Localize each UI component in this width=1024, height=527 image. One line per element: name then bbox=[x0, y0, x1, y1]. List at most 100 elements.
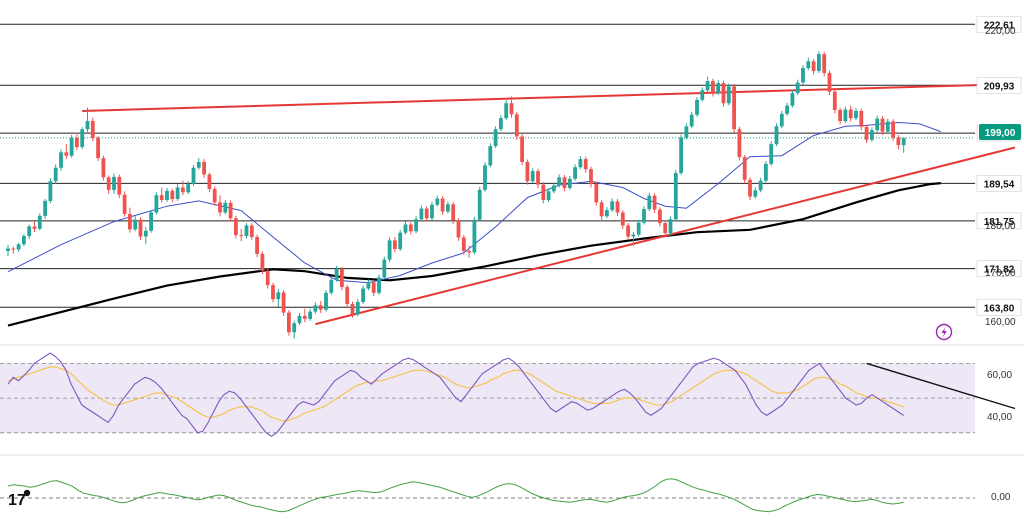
level-label-box bbox=[976, 76, 1022, 94]
candle-body bbox=[562, 177, 567, 188]
candle bbox=[255, 234, 259, 258]
candle-body bbox=[652, 195, 657, 210]
candle-body bbox=[361, 288, 365, 302]
candle bbox=[631, 231, 636, 246]
candle-body bbox=[446, 204, 450, 212]
candle bbox=[350, 301, 355, 318]
level-label-box bbox=[976, 175, 1022, 192]
candle bbox=[117, 174, 122, 199]
candle bbox=[218, 195, 222, 217]
candle-body bbox=[748, 179, 752, 197]
rsi-tick-label: 60,00 bbox=[987, 370, 1012, 381]
candle bbox=[456, 218, 461, 241]
candle bbox=[520, 134, 524, 166]
candle-body bbox=[75, 137, 79, 148]
candle bbox=[599, 199, 604, 220]
candle-body bbox=[779, 113, 784, 127]
candle bbox=[779, 110, 784, 129]
current-price-label: 199,00 bbox=[985, 128, 1016, 139]
candle bbox=[552, 182, 556, 194]
candle-body bbox=[112, 176, 116, 190]
candle-body bbox=[742, 157, 747, 180]
candle-body bbox=[154, 195, 159, 213]
level-label-box bbox=[976, 260, 1022, 277]
candle-body bbox=[302, 315, 307, 319]
level-label: 209,93 bbox=[984, 81, 1015, 92]
candle-body bbox=[48, 181, 53, 201]
candle-body bbox=[170, 190, 175, 200]
candle bbox=[53, 164, 58, 184]
candle bbox=[716, 80, 721, 96]
candle bbox=[843, 106, 848, 123]
candle bbox=[626, 223, 630, 240]
candle-body bbox=[276, 292, 281, 300]
candle-body bbox=[668, 219, 673, 234]
rsi-ma-line bbox=[7, 366, 904, 422]
candle-body bbox=[711, 81, 715, 94]
candle bbox=[477, 186, 482, 222]
candle bbox=[11, 246, 16, 254]
candle-body bbox=[408, 224, 413, 232]
candle-body bbox=[774, 126, 779, 145]
candle-body bbox=[218, 202, 222, 213]
candle bbox=[684, 123, 689, 140]
candle bbox=[663, 220, 668, 237]
candle bbox=[514, 111, 519, 140]
candle bbox=[832, 89, 837, 114]
lightning-icon[interactable] bbox=[935, 323, 953, 341]
candle bbox=[822, 51, 827, 77]
candle bbox=[504, 100, 509, 121]
candle bbox=[159, 187, 164, 203]
candle-body bbox=[610, 201, 615, 211]
candle-body bbox=[85, 121, 90, 130]
candle bbox=[695, 96, 699, 117]
candle-body bbox=[255, 237, 259, 254]
candle-body bbox=[377, 277, 381, 293]
candle-body bbox=[493, 129, 498, 147]
candle bbox=[864, 124, 869, 144]
candle-body bbox=[308, 311, 312, 319]
candle-body bbox=[642, 209, 646, 223]
candle-body bbox=[387, 240, 392, 260]
rsi-tick-label: 40,00 bbox=[987, 412, 1012, 423]
candle bbox=[265, 268, 270, 289]
candle-body bbox=[440, 198, 445, 212]
candle bbox=[27, 224, 32, 239]
candle bbox=[90, 117, 95, 142]
candle-body bbox=[552, 185, 556, 192]
candle bbox=[573, 164, 577, 181]
candle-body bbox=[896, 137, 901, 146]
candle-body bbox=[679, 137, 683, 174]
candle-body bbox=[191, 167, 196, 185]
candle bbox=[297, 313, 302, 326]
candle-body bbox=[520, 136, 524, 162]
candle bbox=[202, 159, 206, 178]
candle-body bbox=[848, 109, 853, 119]
candle bbox=[700, 87, 705, 102]
candle-body bbox=[785, 105, 789, 114]
osc-tick-label: 0,00 bbox=[991, 492, 1011, 503]
candle-body bbox=[186, 184, 191, 193]
candle-body bbox=[340, 268, 344, 288]
candle-body bbox=[456, 220, 461, 238]
candle-body bbox=[811, 61, 816, 72]
candle bbox=[398, 229, 403, 251]
candle bbox=[260, 251, 265, 275]
candle-body bbox=[149, 212, 153, 231]
candle bbox=[371, 279, 376, 297]
candle-body bbox=[854, 110, 858, 119]
candle bbox=[43, 199, 47, 220]
candle bbox=[196, 158, 201, 170]
candle bbox=[795, 79, 800, 96]
candle bbox=[355, 299, 360, 317]
candle-body bbox=[557, 177, 562, 186]
candle bbox=[308, 308, 312, 321]
candle-body bbox=[758, 180, 763, 191]
candle-body bbox=[382, 259, 387, 278]
level-label-box bbox=[976, 15, 1022, 33]
candle-body bbox=[689, 114, 694, 127]
candle bbox=[742, 154, 747, 184]
candle bbox=[143, 226, 148, 245]
candle-body bbox=[128, 213, 132, 230]
